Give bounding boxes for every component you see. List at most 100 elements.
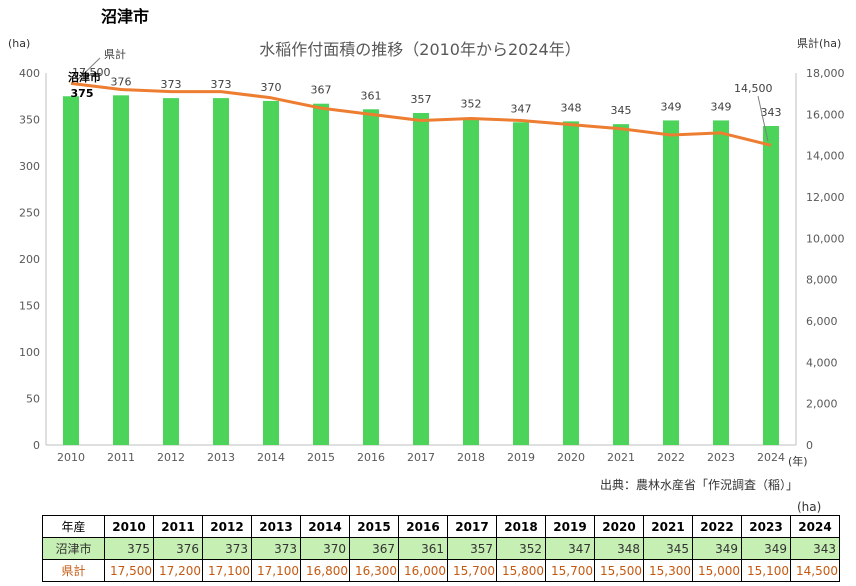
- x-tick-label: 2023: [707, 451, 735, 464]
- bar: [463, 117, 479, 445]
- x-tick-label: 2014: [257, 451, 285, 464]
- table-cell-city: 349: [692, 537, 742, 560]
- table-cell-pref: 17,100: [251, 559, 301, 582]
- line-series-label: 県計: [104, 47, 126, 61]
- x-tick-label: 2018: [457, 451, 485, 464]
- bar-value-label: 367: [311, 84, 332, 97]
- y-right-tick-label: 8,000: [806, 274, 838, 287]
- leader-line-last: [757, 95, 769, 142]
- y-left-label: (ha): [8, 37, 30, 50]
- bar: [763, 126, 779, 445]
- y-right-tick-label: 16,000: [806, 108, 845, 121]
- bar: [263, 100, 279, 446]
- y-right-tick-label: 4,000: [806, 356, 838, 369]
- table-cell-city: 361: [398, 537, 448, 560]
- y-right-tick-label: 12,000: [806, 191, 845, 204]
- line-value-label-last: 14,500: [734, 82, 773, 95]
- table-cell-pref: 15,300: [643, 559, 693, 582]
- table-header-year: 2010: [104, 515, 154, 538]
- table-row-city: 沼津市 375 376 373 373 370 367 361 357 352 347 348 345…: [42, 537, 840, 560]
- table-unit: (ha): [797, 500, 822, 514]
- bar-value-label: 373: [161, 78, 182, 91]
- table-header-year: 2012: [202, 515, 252, 538]
- bar: [113, 95, 129, 445]
- bar: [513, 122, 529, 445]
- x-tick-label: 2016: [357, 451, 385, 464]
- x-tick-label: 2015: [307, 451, 335, 464]
- pref-line: [70, 81, 772, 147]
- bar: [613, 124, 629, 446]
- y-right-tick-label: 10,000: [806, 232, 845, 245]
- bar-value-label: 343: [761, 106, 782, 119]
- table-header-row: 年産 2010 2011 2012 2013 2014 2015 2016 2017 2018 2…: [42, 515, 840, 538]
- table-header-year: 2016: [398, 515, 448, 538]
- x-tick-label: 2020: [557, 451, 585, 464]
- y-left-tick-label: 150: [19, 300, 40, 313]
- bar: [163, 98, 179, 446]
- table-header-year: 2014: [300, 515, 350, 538]
- y-left-tick-label: 350: [19, 114, 40, 127]
- table-cell-city: 352: [496, 537, 546, 560]
- y-left-tick-label: 200: [19, 253, 40, 266]
- table-row-pref-label: 県計: [42, 559, 105, 582]
- x-tick-label: 2022: [657, 451, 685, 464]
- table-cell-pref: 17,200: [153, 559, 203, 582]
- leader-line-first: [76, 57, 101, 81]
- source-note: 出典：農林水産省「作況調査（稲）」: [600, 478, 799, 492]
- table-cell-pref: 15,700: [447, 559, 497, 582]
- bar-value-label: 345: [611, 104, 632, 117]
- y-left-tick-label: 0: [33, 439, 40, 452]
- bar-value-label: 361: [361, 89, 382, 102]
- table-cell-pref: 16,300: [349, 559, 399, 582]
- x-tick-label: 2012: [157, 451, 185, 464]
- bar: [63, 96, 79, 445]
- bar: [563, 121, 579, 446]
- bar-value-label: 376: [111, 75, 132, 88]
- y-right-tick-label: 6,000: [806, 315, 838, 328]
- table-header-year: 2019: [545, 515, 595, 538]
- chart: 水稲作付面積の推移（2010年から2024年） (ha) 県計(ha) (年) 0 50 1…: [8, 36, 845, 468]
- table-cell-pref: 15,700: [545, 559, 595, 582]
- bar-value-label: 349: [711, 100, 732, 113]
- chart-title: 水稲作付面積の推移（2010年から2024年）: [259, 40, 580, 59]
- bar: [363, 109, 379, 446]
- table-header-year: 2017: [447, 515, 497, 538]
- table-cell-pref: 15,500: [594, 559, 644, 582]
- bar-series-label: 沼津市: [68, 70, 101, 84]
- bar-value-label: 348: [561, 101, 582, 114]
- table-cell-pref: 15,100: [741, 559, 791, 582]
- x-tick-label: 2024: [757, 451, 785, 464]
- y-left-tick-label: 250: [19, 207, 40, 220]
- table-row-city-label: 沼津市: [42, 537, 105, 560]
- bar-value-label-first: 375: [71, 87, 94, 100]
- table-header-year: 2020: [594, 515, 644, 538]
- table-header-year: 2013: [251, 515, 301, 538]
- table-header-year: 2022: [692, 515, 742, 538]
- bar-value-label: 370: [261, 81, 282, 94]
- table-header-year: 2021: [643, 515, 693, 538]
- table-cell-city: 375: [104, 537, 154, 560]
- table-header-year: 2018: [496, 515, 546, 538]
- bar: [713, 120, 729, 446]
- table-row-pref: 県計 17,500 17,200 17,100 17,100 16,800 16,300 1…: [42, 559, 840, 582]
- table-cell-city: 367: [349, 537, 399, 560]
- table-cell-city: 345: [643, 537, 693, 560]
- table-header-label: 年産: [42, 515, 105, 538]
- table-cell-pref: 15,800: [496, 559, 546, 582]
- y-right-tick-label: 0: [806, 439, 813, 452]
- x-tick-label: 2017: [407, 451, 435, 464]
- table-cell-city: 348: [594, 537, 644, 560]
- x-tick-label: 2010: [57, 451, 85, 464]
- table-cell-pref: 16,000: [398, 559, 448, 582]
- table-header-year: 2011: [153, 515, 203, 538]
- table-cell-city: 357: [447, 537, 497, 560]
- y-right-tick-label: 18,000: [806, 67, 845, 80]
- bar-value-label: 352: [461, 98, 482, 111]
- bar-value-label: 349: [661, 100, 682, 113]
- y-right-tick-label: 2,000: [806, 398, 838, 411]
- table-header-year: 2023: [741, 515, 791, 538]
- x-tick-label: 2011: [107, 451, 135, 464]
- table-cell-city: 349: [741, 537, 791, 560]
- table-cell-pref: 17,500: [104, 559, 154, 582]
- table-cell-city: 373: [251, 537, 301, 560]
